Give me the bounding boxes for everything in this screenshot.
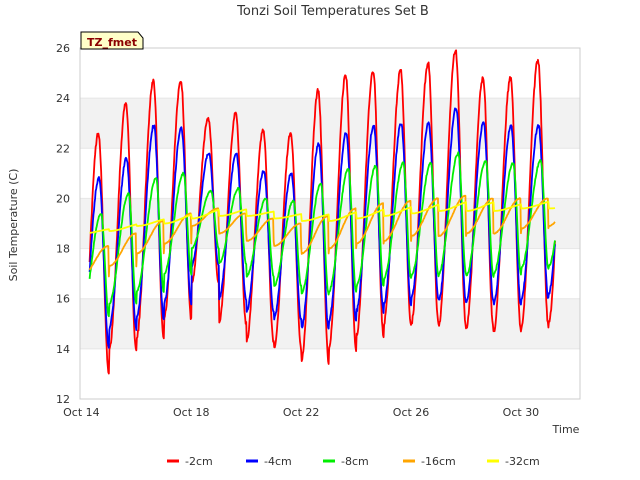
legend-label: -16cm bbox=[421, 455, 456, 468]
legend-label: -2cm bbox=[185, 455, 213, 468]
legend-label: -8cm bbox=[341, 455, 369, 468]
series-line-minus16cm bbox=[88, 194, 556, 278]
x-tick-label: Oct 30 bbox=[503, 406, 540, 419]
plot-frame bbox=[79, 47, 581, 400]
legend: -2cm -4cm -8cm -16cm -32cm bbox=[167, 455, 540, 468]
chart-title: Tonzi Soil Temperatures Set B bbox=[236, 4, 429, 19]
grid-band bbox=[80, 48, 580, 99]
site-tag: TZ_fmet bbox=[80, 31, 144, 50]
x-axis-label: Time bbox=[552, 423, 580, 436]
y-tick-label: 16 bbox=[56, 293, 70, 306]
y-tick-label: 12 bbox=[56, 393, 70, 406]
site-tag-box bbox=[80, 31, 144, 50]
series-line-minus8cm bbox=[88, 151, 556, 318]
grid-band bbox=[80, 148, 580, 199]
y-tick-label: 22 bbox=[56, 142, 70, 155]
series-lines bbox=[88, 49, 556, 375]
grid-band bbox=[80, 98, 580, 149]
y-tick-label: 14 bbox=[56, 343, 70, 356]
x-tick-label: Oct 26 bbox=[393, 406, 430, 419]
y-tick-label: 20 bbox=[56, 192, 70, 205]
legend-label: -32cm bbox=[505, 455, 540, 468]
y-tick-label: 18 bbox=[56, 243, 70, 256]
legend-label: -4cm bbox=[264, 455, 292, 468]
y-axis-label: Soil Temperature (C) bbox=[7, 169, 20, 282]
grid-band bbox=[80, 348, 580, 399]
y-tick-label: 24 bbox=[56, 92, 70, 105]
x-axis-ticks: Oct 14 Oct 18 Oct 22 Oct 26 Oct 30 bbox=[63, 406, 539, 419]
series-line-minus32cm bbox=[89, 200, 556, 234]
x-tick-label: Oct 18 bbox=[173, 406, 210, 419]
x-tick-label: Oct 14 bbox=[63, 406, 100, 419]
y-tick-label: 26 bbox=[56, 42, 70, 55]
site-tag-label: TZ_fmet bbox=[87, 36, 137, 49]
x-tick-label: Oct 22 bbox=[283, 406, 320, 419]
y-axis-ticks: 12 14 16 18 20 22 24 26 bbox=[56, 42, 70, 406]
